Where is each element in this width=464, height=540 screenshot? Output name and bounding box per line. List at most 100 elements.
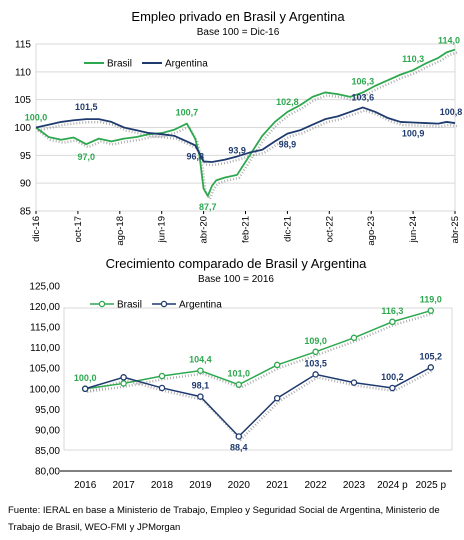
chart2-x-tick-label: 2022 <box>304 480 327 491</box>
chart1-x-tick-label: oct-17 <box>73 216 84 242</box>
chart1-y-tick-label: 90 <box>20 179 32 190</box>
data-label-argentina: 98,1 <box>192 381 210 391</box>
chart2-x-tick-label: 2017 <box>112 480 135 491</box>
chart1-x-tick-label: ago-18 <box>115 216 126 246</box>
chart2-x-tick-label: 2021 <box>266 480 289 491</box>
chart2-x-tick-label: 2023 <box>343 480 366 491</box>
data-label-brasil: 100,0 <box>74 373 97 383</box>
chart2-subtitle: Base 100 = 2016 <box>198 274 274 285</box>
data-label-brasil: 114,0 <box>438 36 460 46</box>
data-point-brasil <box>312 348 319 356</box>
data-label-argentina: 103,6 <box>352 92 375 102</box>
source-note: Fuente: IERAL en base a Ministerio de Tr… <box>8 505 440 533</box>
chart1-x-tick-label: feb-21 <box>241 216 252 243</box>
data-point-argentina <box>312 371 319 378</box>
data-point-argentina <box>273 394 281 402</box>
legend-argentina-label: Argentina <box>165 59 208 70</box>
data-label-argentina: 100,9 <box>402 128 425 138</box>
data-point-argentina <box>427 364 435 371</box>
chart2-x-tick-label: 2024 p <box>377 480 408 491</box>
legend2-argentina-marker-icon <box>160 300 168 308</box>
data-label-brasil: 102,8 <box>276 97 299 107</box>
chart2-title: Crecimiento comparado de Brasil y Argent… <box>106 256 368 271</box>
chart1-x-tick-label: jun-24 <box>408 216 419 243</box>
series-line-argentina <box>84 366 432 438</box>
legend-brasil-label: Brasil <box>107 59 132 70</box>
chart1-y-tick-label: 85 <box>20 207 32 218</box>
chart2-legend: Brasil Argentina <box>90 300 222 311</box>
legend2-brasil-marker-icon <box>98 300 106 308</box>
chart1-y-tick-label: 110 <box>15 67 31 78</box>
chart1-x-tick-label: ago-23 <box>366 216 377 246</box>
data-label-argentina: 103,5 <box>304 358 327 368</box>
chart2-y-tick-label: 125,00 <box>29 282 60 293</box>
chart2-y-tick-label: 100,00 <box>29 384 60 395</box>
data-label-brasil: 106,3 <box>352 76 375 86</box>
series-line-brasil <box>85 309 432 390</box>
chart2-x-tick-label: 2018 <box>151 480 174 491</box>
data-point-brasil <box>120 380 127 387</box>
chart1-x-tick-label: dic-16 <box>31 216 42 242</box>
series-line-brasil <box>35 48 456 197</box>
data-label-argentina: 105,2 <box>420 351 443 361</box>
data-point-brasil <box>389 318 396 326</box>
chart2-x-tick-label: 2019 <box>189 480 212 491</box>
data-point-argentina <box>81 385 89 393</box>
data-point-argentina <box>120 374 127 381</box>
data-label-argentina: 101,5 <box>75 102 98 112</box>
data-point-argentina <box>350 379 358 386</box>
series-line-argentina <box>35 106 456 163</box>
data-point-brasil <box>158 372 166 380</box>
data-label-argentina: 100,2 <box>381 372 404 382</box>
data-label-argentina: 88,4 <box>230 442 248 452</box>
chart1-x-tick-label: dic-21 <box>282 216 293 242</box>
data-label-argentina: 98,9 <box>279 140 297 150</box>
data-label-argentina: 100,8 <box>440 107 463 117</box>
data-label-brasil: 110,3 <box>402 54 424 64</box>
chart-crecimiento-comparado: Crecimiento comparado de Brasil y Argent… <box>29 256 453 491</box>
chart1-x-tick-label: abr-25 <box>450 216 461 243</box>
chart1-x-tick-label: abr-20 <box>199 216 210 243</box>
data-label-argentina: 93,9 <box>228 145 246 155</box>
data-point-argentina <box>235 433 243 440</box>
chart2-y-tick-label: 90,00 <box>35 425 60 436</box>
chart1-series-shadow <box>37 109 458 167</box>
chart2-y-tick-label: 115,00 <box>30 323 60 334</box>
legend2-brasil-label: Brasil <box>117 300 142 311</box>
chart2-y-tick-label: 105,00 <box>29 364 60 375</box>
chart1-legend: Brasil Argentina <box>84 59 208 70</box>
chart2-y-tick-label: 110,00 <box>30 343 60 354</box>
data-point-brasil <box>350 334 358 342</box>
chart2-x-tick-label: 2016 <box>74 480 97 491</box>
chart2-y-tick-label: 120,00 <box>29 302 60 313</box>
data-point-brasil <box>197 367 204 374</box>
chart1-y-tick-label: 105 <box>14 95 31 106</box>
chart2-y-tick-label: 95,00 <box>35 405 60 416</box>
chart1-subtitle: Base 100 = Dic-16 <box>197 27 280 38</box>
data-point-brasil <box>235 381 243 388</box>
data-label-argentina: 96,8 <box>186 151 204 161</box>
data-label-brasil: 100,7 <box>176 108 199 118</box>
data-point-brasil <box>273 361 281 369</box>
chart2-plot-frame <box>63 307 453 451</box>
chart2-y-tick-label: 80,00 <box>35 467 60 478</box>
legend2-argentina-label: Argentina <box>179 300 222 311</box>
chart2-x-tick-label: 2020 <box>228 480 251 491</box>
chart1-y-tick-label: 100 <box>14 123 31 134</box>
data-label-brasil: 87,7 <box>199 202 217 212</box>
chart1-y-tick-label: 95 <box>20 151 32 162</box>
data-point-argentina <box>158 384 166 392</box>
data-point-argentina <box>389 384 396 392</box>
data-point-argentina <box>197 393 204 400</box>
chart1-series-shadow <box>37 51 458 202</box>
data-label-brasil: 104,4 <box>189 355 212 365</box>
data-label-brasil: 109,0 <box>304 336 327 346</box>
data-label-brasil: 97,0 <box>78 152 96 162</box>
chart1-title: Empleo privado en Brasil y Argentina <box>131 9 345 24</box>
data-label-brasil: 100,0 <box>25 113 48 123</box>
chart2-series-shadow <box>86 369 434 442</box>
chart2-y-tick-label: 85,00 <box>35 446 60 457</box>
chart-empleo-privado: Empleo privado en Brasil y Argentina Bas… <box>14 9 463 246</box>
chart1-x-tick-label: jun-19 <box>157 216 168 243</box>
data-label-brasil: 119,0 <box>420 295 442 305</box>
